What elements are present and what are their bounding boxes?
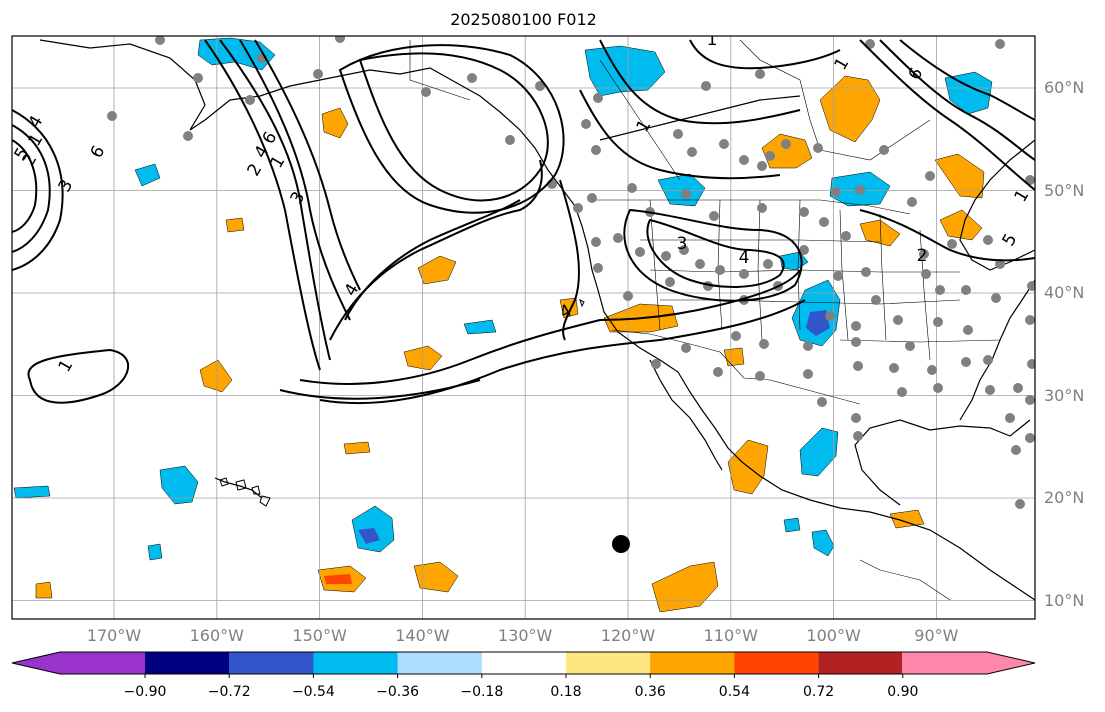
positive-anomaly-patch — [35, 581, 53, 599]
islands — [219, 299, 585, 507]
contour-label: 3 — [677, 234, 688, 254]
longitude-label: 150°W — [292, 626, 347, 645]
colorbar-segment — [650, 652, 735, 674]
latitude-label: 30°N — [1044, 385, 1085, 405]
negative-anomaly-patch — [159, 465, 199, 505]
station-markers — [107, 36, 1035, 509]
positive-anomaly-patch — [651, 561, 719, 613]
contour-label: 2 — [244, 160, 267, 179]
colorbar-tick-label: 0.36 — [634, 684, 666, 700]
colorbar-tick-label: −0.18 — [460, 684, 504, 700]
colorbar-segment — [481, 652, 567, 674]
colorbar-tick-label: 0.54 — [718, 684, 750, 700]
latitude-label: 60°N — [1044, 78, 1085, 97]
positive-anomaly-patch — [417, 255, 457, 285]
contour-lines — [12, 39, 1035, 405]
positive-anomaly-patch — [934, 153, 985, 199]
positive-anomaly-patch — [859, 219, 901, 247]
map-title: 2025080100 F012 — [450, 10, 597, 29]
contour-label: 5 — [999, 230, 1022, 249]
positive-anomaly-patch — [199, 359, 233, 393]
colorbar-tick-label: −0.54 — [291, 684, 335, 700]
longitude-label: 170°W — [86, 626, 142, 645]
positive-anomaly-patch — [403, 345, 443, 371]
positive-anomaly-patch — [889, 509, 925, 529]
contour-label: 3 — [55, 176, 78, 195]
colorbar-tick-label: 0.90 — [887, 684, 919, 700]
negative-anomaly-patch — [657, 173, 706, 207]
negative-anomaly-patch — [944, 71, 993, 115]
anomaly-shading — [13, 37, 993, 613]
positive-anomaly-patch — [819, 75, 881, 143]
negative-anomaly-patch — [811, 529, 835, 557]
positive-anomaly-patch — [723, 347, 745, 367]
contour-label: 1 — [707, 30, 718, 50]
latitude-label: 10°N — [1044, 590, 1085, 610]
colorbar-segment — [12, 652, 145, 674]
negative-anomaly-patch — [358, 528, 380, 544]
contour-label: 1 — [55, 356, 78, 375]
plot-frame — [11, 35, 1036, 620]
political-boundaries — [409, 39, 1001, 601]
negative-anomaly-patch — [134, 163, 161, 187]
positive-anomaly-patch — [225, 217, 245, 233]
contour-label: 4 — [739, 248, 750, 268]
contour-label: 1 — [267, 152, 290, 171]
longitude-label: 120°W — [600, 626, 656, 645]
longitude-label: 140°W — [395, 626, 450, 645]
negative-anomaly-patch — [463, 319, 497, 335]
colorbar-segment — [397, 652, 482, 674]
longitude-label: 100°W — [806, 626, 861, 645]
negative-anomaly-patch — [147, 543, 163, 561]
colorbar-tick-label: 0.18 — [550, 684, 582, 700]
colorbar-outline — [11, 651, 1036, 675]
colorbar-segment — [313, 652, 398, 674]
colorbar-tick-label: −0.72 — [207, 684, 251, 700]
latitude-label: 50°N — [1044, 180, 1085, 200]
negative-anomaly-patch — [799, 427, 839, 477]
negative-anomaly-patch — [197, 37, 276, 71]
positive-anomaly-patch — [761, 133, 813, 169]
colorbar-tick-label: 0.72 — [803, 684, 835, 700]
colorbar — [11, 651, 1036, 678]
negative-anomaly-patch — [584, 45, 666, 97]
longitude-label: 130°W — [498, 626, 553, 645]
latitude-label: 20°N — [1044, 488, 1085, 507]
colorbar-segment — [818, 652, 903, 674]
storm-marker-icon — [612, 535, 630, 553]
colorbar-segment — [902, 652, 1035, 674]
contour-label: 6 — [905, 64, 928, 83]
positive-anomaly-patch — [324, 574, 352, 584]
positive-anomaly-patch — [939, 209, 983, 241]
contour-label: 1 — [25, 130, 48, 149]
contour-label: 4 — [25, 112, 48, 131]
lat-lon-grid — [12, 36, 1035, 619]
colorbar-tick-label: −0.90 — [123, 684, 167, 700]
latitude-label: 40°N — [1044, 283, 1085, 302]
colorbar-segment — [229, 652, 314, 674]
longitude-label: 90°W — [914, 626, 959, 645]
positive-anomaly-patch — [343, 441, 371, 455]
negative-anomaly-patch — [13, 485, 51, 499]
contour-label: 1 — [633, 116, 656, 135]
longitude-label: 110°W — [703, 626, 758, 645]
contour-label: 2 — [917, 246, 928, 266]
colorbar-segment — [566, 652, 651, 674]
coastlines — [39, 39, 1035, 601]
negative-anomaly-patch — [783, 517, 801, 533]
colorbar-tick-label: −0.36 — [376, 684, 420, 700]
longitude-label: 160°W — [189, 626, 244, 645]
positive-anomaly-patch — [413, 561, 459, 593]
colorbar-segment — [734, 652, 819, 674]
contour-label: 1 — [1011, 186, 1034, 205]
contour-label: 6 — [87, 142, 110, 161]
positive-anomaly-patch — [321, 107, 349, 139]
negative-anomaly-patch — [806, 310, 830, 336]
contour-label: 1 — [831, 54, 854, 73]
colorbar-segment — [145, 652, 230, 674]
